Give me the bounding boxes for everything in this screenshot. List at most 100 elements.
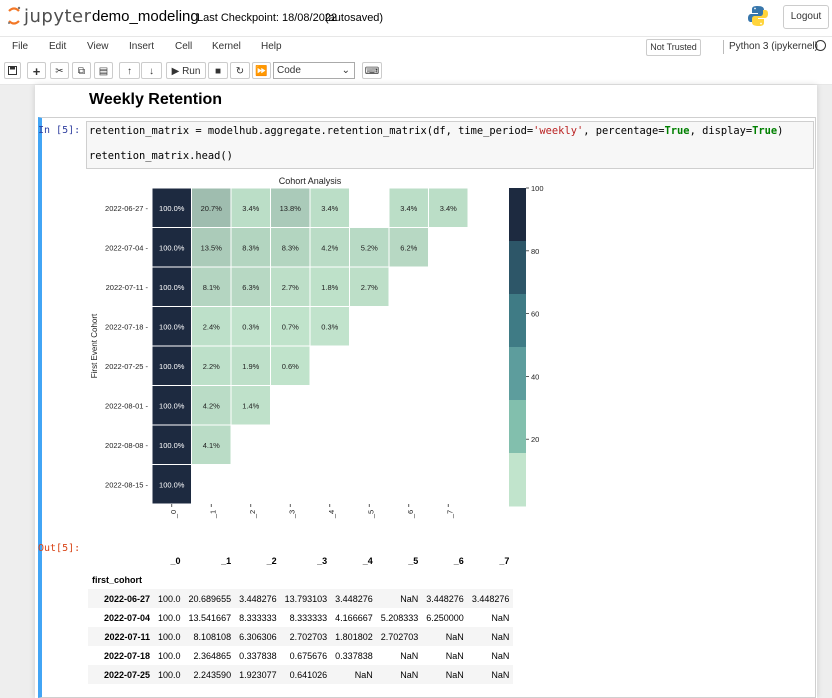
copy-icon[interactable]: ⧉ — [72, 62, 91, 79]
run-icon: ▶ — [171, 66, 180, 77]
paste-icon[interactable]: ▤ — [94, 62, 113, 79]
row-index: 2022-07-25 — [103, 669, 150, 680]
jupyter-logo-text[interactable]: jupyter — [24, 6, 92, 27]
dataframe-output: _0 _1 _2 _3 _4 _5 _6 _7 first_cohort 202… — [88, 551, 514, 684]
dataframe-table: _0 _1 _2 _3 _4 _5 _6 _7 first_cohort 202… — [88, 551, 514, 684]
command-palette-icon[interactable]: ⌨ — [362, 62, 382, 79]
python-logo-icon — [748, 6, 768, 26]
heatmap-cell — [151, 345, 192, 386]
logout-button[interactable]: Logout — [783, 5, 829, 29]
code-editor[interactable] — [86, 121, 814, 169]
table-cell: 13.541667 — [188, 612, 232, 623]
jupyter-logo-icon[interactable] — [6, 6, 22, 26]
menu-file[interactable]: File — [12, 41, 29, 52]
colorbar-segment — [509, 294, 526, 348]
table-cell: 100.0 — [158, 650, 181, 661]
notebook-header: jupyter demo_modeling Last Checkpoint: 1… — [0, 0, 832, 37]
x-tick-label: _7 — [445, 510, 454, 519]
table-cell: 6.250000 — [426, 612, 464, 623]
table-cell: 3.448276 — [335, 593, 373, 604]
heatmap-cell — [151, 266, 192, 307]
column-header: _3 — [317, 555, 328, 566]
colorbar-segment — [509, 241, 526, 295]
x-tick-label: _5 — [366, 510, 375, 519]
table-cell: 100.0 — [158, 612, 181, 623]
heatmap-cell — [309, 306, 350, 347]
restart-icon[interactable]: ↻ — [230, 62, 250, 79]
output-prompt: Out[5]: — [38, 543, 81, 554]
code-line-2[interactable]: retention_matrix.head() — [89, 150, 233, 162]
heatmap-cell — [309, 266, 350, 307]
notebook-name[interactable]: demo_modeling — [92, 8, 199, 25]
column-header: _1 — [221, 555, 232, 566]
table-cell: NaN — [445, 669, 464, 680]
cell-label: 8.3% — [282, 243, 299, 252]
run-button[interactable]: ▶ Run — [166, 62, 206, 79]
table-corner — [88, 551, 154, 570]
cell-label: 13.5% — [201, 243, 223, 252]
input-prompt: In [5]: — [38, 125, 81, 136]
cell-label: 2.4% — [203, 322, 220, 331]
chevron-down-icon: ⌄ — [341, 65, 350, 76]
menu-help[interactable]: Help — [261, 41, 282, 52]
heatmap-cell — [230, 345, 271, 386]
table-cell: 3.448276 — [239, 593, 277, 604]
code-line-1[interactable]: retention_matrix = modelhub.aggregate.re… — [89, 125, 784, 137]
move-up-icon[interactable]: ↑ — [119, 62, 140, 79]
y-tick-label: 2022-07-11 - — [106, 283, 149, 292]
heatmap-cell — [191, 424, 232, 465]
cell-label: 3.4% — [400, 204, 417, 213]
add-cell-icon[interactable]: + — [27, 62, 46, 79]
y-tick-label: 2022-06-27 - — [105, 204, 148, 213]
cell-label: 20.7% — [201, 204, 223, 213]
move-down-icon[interactable]: ↓ — [141, 62, 162, 79]
row-index: 2022-07-18 — [103, 650, 150, 661]
table-cell: 4.166667 — [335, 612, 373, 623]
heatmap-cell — [230, 266, 271, 307]
heatmap-cell — [270, 306, 311, 347]
y-axis-label: First Event Cohort — [90, 313, 99, 378]
markdown-heading[interactable]: Weekly Retention — [89, 91, 223, 108]
menu-insert[interactable]: Insert — [129, 41, 155, 52]
cell-label: 4.2% — [321, 243, 338, 252]
table-cell: 0.337838 — [239, 650, 277, 661]
colorbar-segment — [509, 453, 526, 507]
index-name: first_cohort — [92, 574, 143, 585]
cell-label: 6.3% — [242, 283, 259, 292]
cell-label: 2.7% — [282, 283, 299, 292]
not-trusted-button[interactable]: Not Trusted — [646, 39, 701, 56]
row-index: 2022-06-27 — [103, 593, 150, 604]
table-cell: 6.306306 — [239, 631, 277, 642]
cut-icon[interactable]: ✂ — [50, 62, 69, 79]
kernel-status-icon — [815, 40, 826, 51]
menu-view[interactable]: View — [87, 41, 109, 52]
menu-edit[interactable]: Edit — [49, 41, 67, 52]
table-cell: NaN — [354, 669, 373, 680]
run-label: Run — [182, 66, 201, 77]
menu-cell[interactable]: Cell — [175, 41, 193, 52]
cell-type-select[interactable]: Code ⌄ — [273, 62, 355, 79]
colorbar-segment — [509, 400, 526, 454]
y-tick-label: 2022-08-15 - — [105, 480, 148, 489]
cell-label: 100.0% — [159, 204, 185, 213]
restart-run-all-icon[interactable]: ⏩ — [252, 62, 271, 79]
heatmap-cell — [270, 266, 311, 307]
y-tick-label: 2022-07-18 - — [105, 322, 148, 331]
table-cell: 2.243590 — [193, 669, 232, 680]
column-header: _5 — [408, 555, 419, 566]
cell-label: 0.7% — [282, 322, 299, 331]
column-header: _2 — [266, 555, 277, 566]
interrupt-icon[interactable]: ■ — [208, 62, 228, 79]
table-cell: 2.702703 — [289, 631, 328, 642]
y-tick-label: 2022-07-25 - — [105, 362, 148, 371]
column-header: _6 — [453, 555, 464, 566]
checkpoint-status: Last Checkpoint: 18/08/2022 — [197, 12, 338, 24]
table-cell: 0.675676 — [289, 650, 328, 661]
heatmap-cell — [270, 345, 311, 386]
save-icon[interactable] — [4, 62, 21, 79]
cohort-heatmap: Cohort Analysis 100.0% 20.7% 3.4% 13.8% 3.4% 3… — [90, 176, 544, 519]
menu-kernel[interactable]: Kernel — [212, 41, 241, 52]
heatmap-cell — [230, 385, 271, 426]
table-cell: 2.364865 — [193, 650, 232, 661]
table-cell: 5.208333 — [380, 612, 419, 623]
